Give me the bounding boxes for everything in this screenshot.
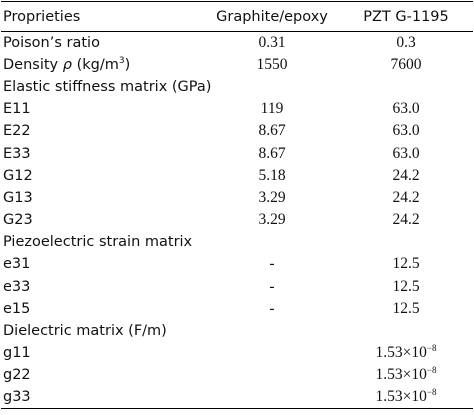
row-label: G23 xyxy=(3,212,33,229)
row-label: E11 xyxy=(3,101,31,118)
value-cell: - xyxy=(269,255,275,273)
row-label: Density ρ (kg/m3) xyxy=(1,54,205,76)
data-row: G23 3.29 24.2 xyxy=(1,209,473,231)
data-row: e33 - 12.5 xyxy=(1,276,473,298)
data-table: Proprieties Graphite/epoxy PZT G-1195 Pois… xyxy=(1,1,473,409)
value-cell: 1.53×10−8 xyxy=(339,342,473,364)
data-row: g22 1.53×10−8 xyxy=(1,364,473,386)
value-cell: 3.29 xyxy=(258,188,286,206)
header-cell: PZT G-1195 xyxy=(363,8,449,25)
cell-text: −8 xyxy=(426,387,437,398)
data-row: e31 - 12.5 xyxy=(1,253,473,275)
value-cell: 12.5 xyxy=(392,255,420,273)
cell-text: 1.53×10 xyxy=(375,344,427,362)
row-label: E22 xyxy=(3,123,31,140)
value-cell: 8.67 xyxy=(258,122,286,140)
cell-text: ) xyxy=(124,56,131,73)
value-cell: 0.3 xyxy=(396,33,416,51)
value-cell: 3.29 xyxy=(258,211,286,229)
value-cell xyxy=(205,387,339,409)
data-row: Density ρ (kg/m3) 1550 7600 xyxy=(1,54,473,76)
header-cell: Graphite/epoxy xyxy=(216,8,328,25)
cell-text: 1.53×10 xyxy=(375,366,427,384)
row-label: e31 xyxy=(3,256,31,273)
value-cell xyxy=(205,342,339,364)
data-row: G12 5.18 24.2 xyxy=(1,165,473,187)
data-row: E11 119 63.0 xyxy=(1,98,473,120)
data-row: E22 8.67 63.0 xyxy=(1,120,473,142)
value-cell: 8.67 xyxy=(258,144,286,162)
data-row: g11 1.53×10−8 xyxy=(1,342,473,364)
table-body: Poison’s ratio 0.31 0.3 Density ρ (kg/m3) 15… xyxy=(1,32,473,409)
value-cell: 63.0 xyxy=(392,122,420,140)
data-row: E33 8.67 63.0 xyxy=(1,142,473,164)
section-label: Elastic stiffness matrix (GPa) xyxy=(3,78,212,95)
cell-text: Density xyxy=(3,56,63,73)
cell-text: −8 xyxy=(426,365,437,376)
value-cell: 24.2 xyxy=(392,166,420,184)
value-cell: 63.0 xyxy=(392,100,420,118)
value-cell: 1550 xyxy=(256,55,288,73)
data-row: g33 1.53×10−8 xyxy=(1,387,473,409)
value-cell: 63.0 xyxy=(392,144,420,162)
data-row: e15 - 12.5 xyxy=(1,298,473,320)
header-row: Proprieties Graphite/epoxy PZT G-1195 xyxy=(1,1,473,32)
data-row: Poison’s ratio 0.31 0.3 xyxy=(1,32,473,54)
value-cell: 5.18 xyxy=(258,166,286,184)
row-label: E33 xyxy=(3,145,31,162)
header-cell: Proprieties xyxy=(3,8,81,25)
value-cell: 119 xyxy=(260,100,284,118)
value-cell: - xyxy=(269,299,275,317)
row-label: e15 xyxy=(3,300,31,317)
value-cell xyxy=(205,364,339,386)
value-cell: 24.2 xyxy=(392,188,420,206)
row-label: g22 xyxy=(3,367,31,384)
section-row: Piezoelectric strain matrix xyxy=(1,231,473,253)
value-cell: 12.5 xyxy=(392,299,420,317)
row-label: G12 xyxy=(3,167,33,184)
row-label: g11 xyxy=(3,345,31,362)
data-row: G13 3.29 24.2 xyxy=(1,187,473,209)
row-label: e33 xyxy=(3,278,31,295)
cell-text: 3 xyxy=(118,55,125,66)
cell-text: ρ xyxy=(62,56,72,73)
value-cell: 0.31 xyxy=(258,33,286,51)
value-cell: 1.53×10−8 xyxy=(339,387,473,409)
cell-text: (kg/m xyxy=(71,56,119,73)
value-cell: 24.2 xyxy=(392,211,420,229)
section-label: Dielectric matrix (F/m) xyxy=(3,323,167,340)
section-row: Elastic stiffness matrix (GPa) xyxy=(1,76,473,98)
cell-text: −8 xyxy=(426,343,437,354)
row-label: g33 xyxy=(3,389,31,406)
row-label: G13 xyxy=(3,189,33,206)
row-label: Poison’s ratio xyxy=(3,34,100,51)
value-cell: - xyxy=(269,277,275,295)
section-row: Dielectric matrix (F/m) xyxy=(1,320,473,342)
table-head: Proprieties Graphite/epoxy PZT G-1195 xyxy=(1,1,473,32)
cell-text: 1.53×10 xyxy=(375,388,427,406)
section-label: Piezoelectric strain matrix xyxy=(3,234,193,251)
value-cell: 7600 xyxy=(390,55,422,73)
value-cell: 1.53×10−8 xyxy=(339,364,473,386)
value-cell: 12.5 xyxy=(392,277,420,295)
